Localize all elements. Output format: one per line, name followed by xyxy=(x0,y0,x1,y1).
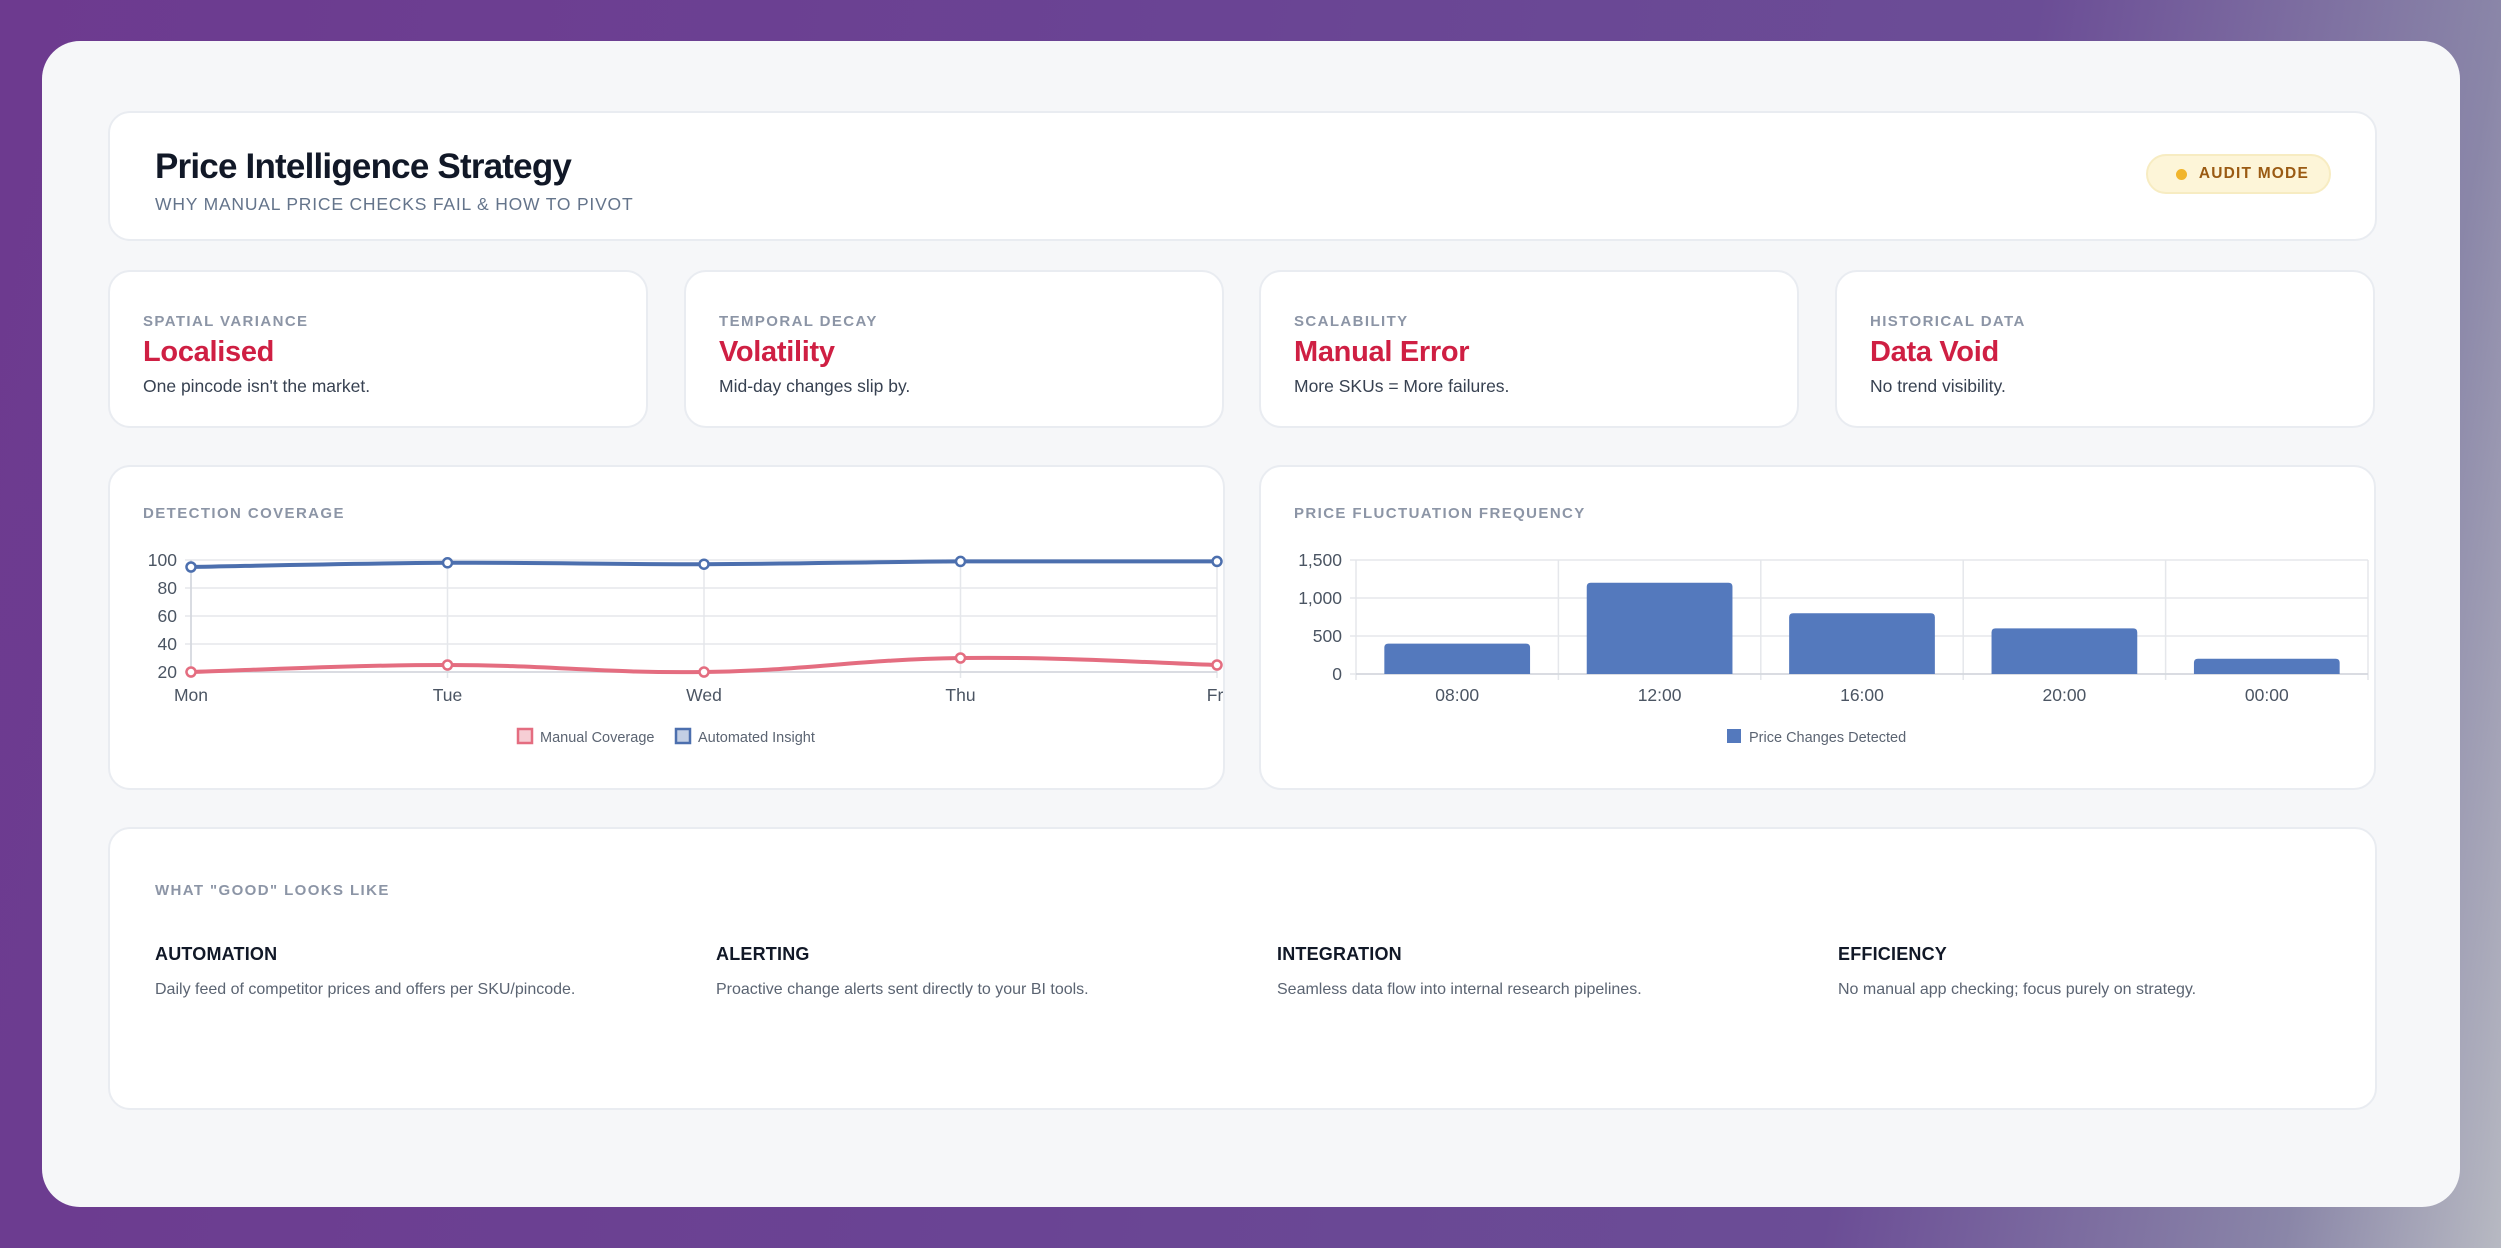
legend-label: Automated Insight xyxy=(698,730,815,746)
x-tick-label: Fri xyxy=(1207,685,1223,705)
y-tick-label: 100 xyxy=(148,550,177,570)
x-tick-label: Mon xyxy=(174,685,208,705)
data-point xyxy=(698,558,710,570)
metric-description: Mid-day changes slip by. xyxy=(719,376,911,396)
metric-label: SPATIAL VARIANCE xyxy=(143,313,309,330)
legend-label: Manual Coverage xyxy=(540,730,654,746)
data-point xyxy=(185,561,197,573)
data-point xyxy=(698,666,710,678)
x-tick-label: Wed xyxy=(686,685,722,705)
y-tick-label: 500 xyxy=(1313,626,1342,646)
data-point xyxy=(954,555,967,568)
feature-title: INTEGRATION xyxy=(1277,944,1402,964)
status-dot-icon xyxy=(2175,168,2187,180)
data-point xyxy=(1211,659,1223,671)
chart-title: PRICE FLUCTUATION FREQUENCY xyxy=(1294,505,1586,522)
y-tick-label: 60 xyxy=(158,606,178,626)
metric-description: No trend visibility. xyxy=(1870,376,2006,396)
x-tick-label: 20:00 xyxy=(2043,685,2087,705)
metric-label: HISTORICAL DATA xyxy=(1870,313,2026,330)
x-tick-label: Tue xyxy=(433,685,463,705)
metric-description: One pincode isn't the market. xyxy=(143,376,371,396)
price-fluctuation-card: PRICE FLUCTUATION FREQUENCY 1,500 1,000 50… xyxy=(1259,465,2376,790)
feature-alerting: ALERTING Proactive change alerts sent di… xyxy=(716,944,1256,999)
data-point xyxy=(441,557,454,569)
what-good-looks-like-section: WHAT "GOOD" LOOKS LIKE AUTOMATION Daily … xyxy=(108,827,2377,1110)
bar-0800 xyxy=(1384,643,1531,674)
section-title: WHAT "GOOD" LOOKS LIKE xyxy=(155,882,390,899)
y-tick-label: 80 xyxy=(158,578,178,598)
metric-value: Manual Error xyxy=(1294,336,1470,368)
legend-swatch xyxy=(1727,729,1741,743)
bar-0000 xyxy=(2193,658,2340,674)
metric-card-spatial-variance: SPATIAL VARIANCE Localised One pincode i… xyxy=(108,270,648,428)
page-title: Price Intelligence Strategy xyxy=(155,147,572,186)
feature-description: No manual app checking; focus purely on … xyxy=(1838,981,2197,998)
data-point xyxy=(185,666,197,678)
bar-1200 xyxy=(1586,582,1733,674)
feature-automation: AUTOMATION Daily feed of competitor pric… xyxy=(155,944,695,999)
y-tick-label: 1,000 xyxy=(1298,588,1342,608)
dashboard-window: Price Intelligence Strategy WHY MANUAL P… xyxy=(42,41,2460,1207)
x-tick-label: 08:00 xyxy=(1435,685,1479,705)
detection-coverage-card: DETECTION COVERAGE 100 80 60 40 20 Mon Tue Wed T… xyxy=(108,465,1225,790)
price-fluctuation-chart: 1,500 1,000 500 0 08:00 12:00 16:00 20:00 00:00 P… xyxy=(1298,550,2369,746)
x-tick-label: 16:00 xyxy=(1840,685,1884,705)
x-tick-label: Thu xyxy=(945,685,975,705)
bar-2000 xyxy=(1991,628,2138,674)
feature-integration: INTEGRATION Seamless data flow into inte… xyxy=(1277,944,1817,999)
feature-description: Proactive change alerts sent directly to… xyxy=(716,981,1089,998)
legend-swatch xyxy=(516,727,534,745)
metric-value: Localised xyxy=(143,336,275,368)
feature-efficiency: EFFICIENCY No manual app checking; focus… xyxy=(1838,944,2378,999)
y-tick-label: 20 xyxy=(158,662,178,682)
x-tick-label: 12:00 xyxy=(1638,685,1682,705)
feature-title: EFFICIENCY xyxy=(1838,944,1948,964)
metric-card-temporal-decay: TEMPORAL DECAY Volatility Mid-day change… xyxy=(684,270,1224,428)
audit-mode-badge[interactable]: AUDIT MODE xyxy=(2145,154,2331,194)
data-point xyxy=(1211,555,1223,568)
feature-description: Daily feed of competitor prices and offe… xyxy=(155,981,576,998)
metric-value: Volatility xyxy=(719,336,835,368)
data-point xyxy=(954,652,967,664)
feature-title: AUTOMATION xyxy=(155,944,278,964)
bar-1600 xyxy=(1789,613,1935,674)
y-tick-label: 40 xyxy=(158,634,178,654)
metric-value: Data Void xyxy=(1870,336,1999,368)
metric-label: TEMPORAL DECAY xyxy=(719,313,878,330)
y-tick-label: 1,500 xyxy=(1298,550,1342,570)
page-header: Price Intelligence Strategy WHY MANUAL P… xyxy=(108,111,2377,241)
audit-mode-label: AUDIT MODE xyxy=(2198,165,2309,182)
metric-description: More SKUs = More failures. xyxy=(1294,376,1510,396)
chart-title: DETECTION COVERAGE xyxy=(143,505,345,522)
x-tick-label: 00:00 xyxy=(2245,685,2289,705)
metric-label: SCALABILITY xyxy=(1294,313,1409,330)
feature-title: ALERTING xyxy=(716,944,810,964)
legend-label: Price Changes Detected xyxy=(1749,730,1906,746)
detection-coverage-chart: 100 80 60 40 20 Mon Tue Wed Thu Fri Manual Coverag… xyxy=(148,550,1223,746)
page-subtitle: WHY MANUAL PRICE CHECKS FAIL & HOW TO PI… xyxy=(155,194,634,214)
legend-swatch xyxy=(674,727,692,745)
metric-card-historical-data: HISTORICAL DATA Data Void No trend visib… xyxy=(1835,270,2375,428)
data-point xyxy=(441,659,454,671)
y-tick-label: 0 xyxy=(1332,664,1342,684)
feature-description: Seamless data flow into internal researc… xyxy=(1277,981,1642,998)
metric-card-scalability: SCALABILITY Manual Error More SKUs = Mor… xyxy=(1259,270,1799,428)
